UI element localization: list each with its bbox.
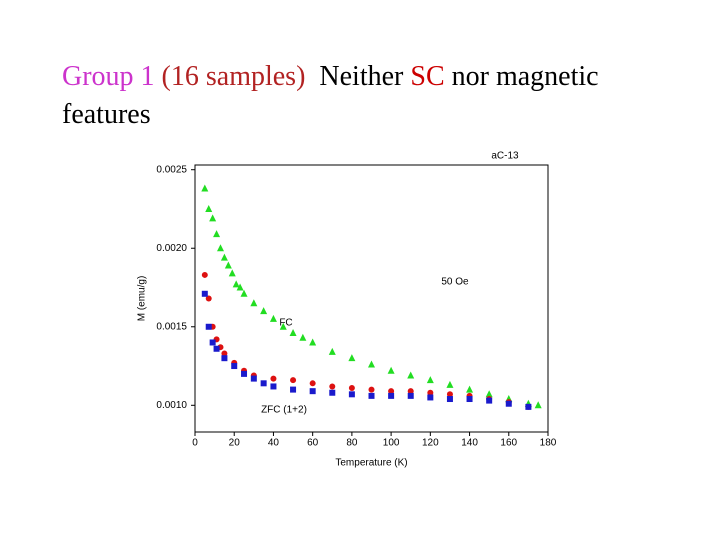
square-point xyxy=(231,363,238,370)
plot-frame xyxy=(194,164,549,433)
x-tick-label: 140 xyxy=(461,438,478,449)
triangle-point xyxy=(236,283,244,291)
triangle-point xyxy=(205,204,213,212)
circle-point xyxy=(221,350,228,357)
circle-point xyxy=(388,388,395,395)
y-tick-label: 0.0015 xyxy=(156,321,187,332)
y-tick-label: 0.0010 xyxy=(156,400,187,411)
triangle-point xyxy=(328,347,336,355)
square-point xyxy=(525,403,532,410)
square-point xyxy=(201,290,208,297)
y-tick-label: 0.0025 xyxy=(156,164,187,175)
circle-point xyxy=(368,386,375,393)
square-point xyxy=(348,391,355,398)
triangle-point xyxy=(309,338,317,346)
triangle-point xyxy=(426,376,434,384)
square-point xyxy=(407,392,414,399)
x-tick-label: 180 xyxy=(540,438,557,449)
square-point xyxy=(309,388,316,395)
title-part: nor magnetic features xyxy=(62,61,606,130)
y-axis-label: M (emu/g) xyxy=(137,276,148,322)
square-point xyxy=(250,375,257,382)
triangle-point xyxy=(279,322,287,330)
square-point xyxy=(329,389,336,396)
circle-point xyxy=(407,388,414,395)
triangle-point xyxy=(213,230,221,238)
x-tick-label: 100 xyxy=(383,438,400,449)
square-point xyxy=(486,397,493,404)
circle-point xyxy=(446,391,453,398)
circle-point xyxy=(329,383,336,390)
title-part: Group 1 xyxy=(62,61,155,92)
x-tick-label: 40 xyxy=(268,438,280,449)
x-tick-label: 60 xyxy=(307,438,319,449)
square-point xyxy=(270,383,277,390)
circle-point xyxy=(290,377,297,384)
title-part: SC xyxy=(410,61,445,92)
triangle-point xyxy=(216,244,224,252)
x-axis-label: Temperature (K) xyxy=(335,458,407,469)
square-point xyxy=(213,345,220,352)
triangle-point xyxy=(250,299,258,307)
x-tick-label: 0 xyxy=(192,438,198,449)
annotation: FC xyxy=(279,318,292,329)
square-point xyxy=(241,370,248,377)
square-point xyxy=(209,339,216,346)
triangle-point xyxy=(485,390,493,398)
square-point xyxy=(388,392,395,399)
square-point xyxy=(221,355,228,362)
x-tick-label: 80 xyxy=(346,438,358,449)
triangle-point xyxy=(534,401,542,409)
x-tick-label: 20 xyxy=(229,438,241,449)
circle-point xyxy=(427,389,434,396)
triangle-point xyxy=(228,269,236,277)
annotation: ZFC (1+2) xyxy=(261,405,307,416)
triangle-point xyxy=(201,184,209,192)
triangle-point xyxy=(260,307,268,315)
triangle-point xyxy=(240,289,248,297)
triangle-point xyxy=(446,380,454,388)
square-point xyxy=(446,396,453,403)
triangle-point xyxy=(299,333,307,341)
title-part: (16 samples) xyxy=(154,61,306,92)
x-tick-label: 160 xyxy=(500,438,517,449)
triangle-point xyxy=(348,354,356,362)
circle-point xyxy=(201,271,208,278)
triangle-point xyxy=(232,280,240,288)
circle-point xyxy=(205,295,212,302)
triangle-point xyxy=(466,385,474,393)
triangle-point xyxy=(209,214,217,222)
triangle-point xyxy=(407,371,415,379)
annotation: 50 Oe xyxy=(441,277,469,288)
triangle-point xyxy=(387,366,395,374)
y-tick-label: 0.0020 xyxy=(156,243,187,254)
square-point xyxy=(290,386,297,393)
square-point xyxy=(427,394,434,401)
circle-point xyxy=(309,380,316,387)
circle-point xyxy=(348,385,355,392)
circle-point xyxy=(270,375,277,382)
slide-title: Group 1 (16 samples) Neither SC nor magn… xyxy=(62,58,687,134)
square-point xyxy=(368,392,375,399)
annotation: aC-13 xyxy=(491,151,519,162)
triangle-point xyxy=(224,261,232,269)
triangle-point xyxy=(269,314,277,322)
triangle-point xyxy=(368,360,375,368)
square-point xyxy=(260,380,267,387)
x-tick-label: 120 xyxy=(422,438,439,449)
square-point xyxy=(205,323,212,330)
square-point xyxy=(505,400,512,407)
triangle-point xyxy=(289,329,297,337)
title-part: Neither xyxy=(305,61,411,92)
triangle-point xyxy=(220,253,228,261)
square-point xyxy=(466,396,473,403)
